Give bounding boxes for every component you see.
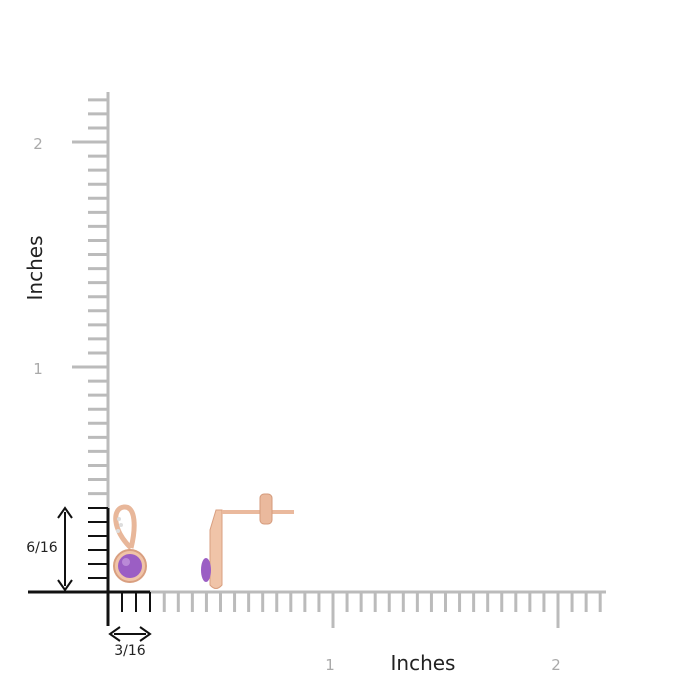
earring-side [201, 493, 294, 589]
x-axis-label: Inches [391, 651, 456, 675]
width-label: 3/16 [114, 643, 146, 659]
y-tick-label: 2 [33, 135, 43, 153]
x-tick-label: 1 [325, 656, 335, 674]
ruler [72, 92, 606, 628]
y-tick-label: 1 [33, 360, 43, 378]
y-axis-label: Inches [23, 236, 47, 301]
dimension-markers [28, 506, 152, 642]
x-tick-label: 2 [551, 656, 561, 674]
height-label: 6/16 [26, 540, 58, 556]
earring-front [113, 504, 147, 583]
